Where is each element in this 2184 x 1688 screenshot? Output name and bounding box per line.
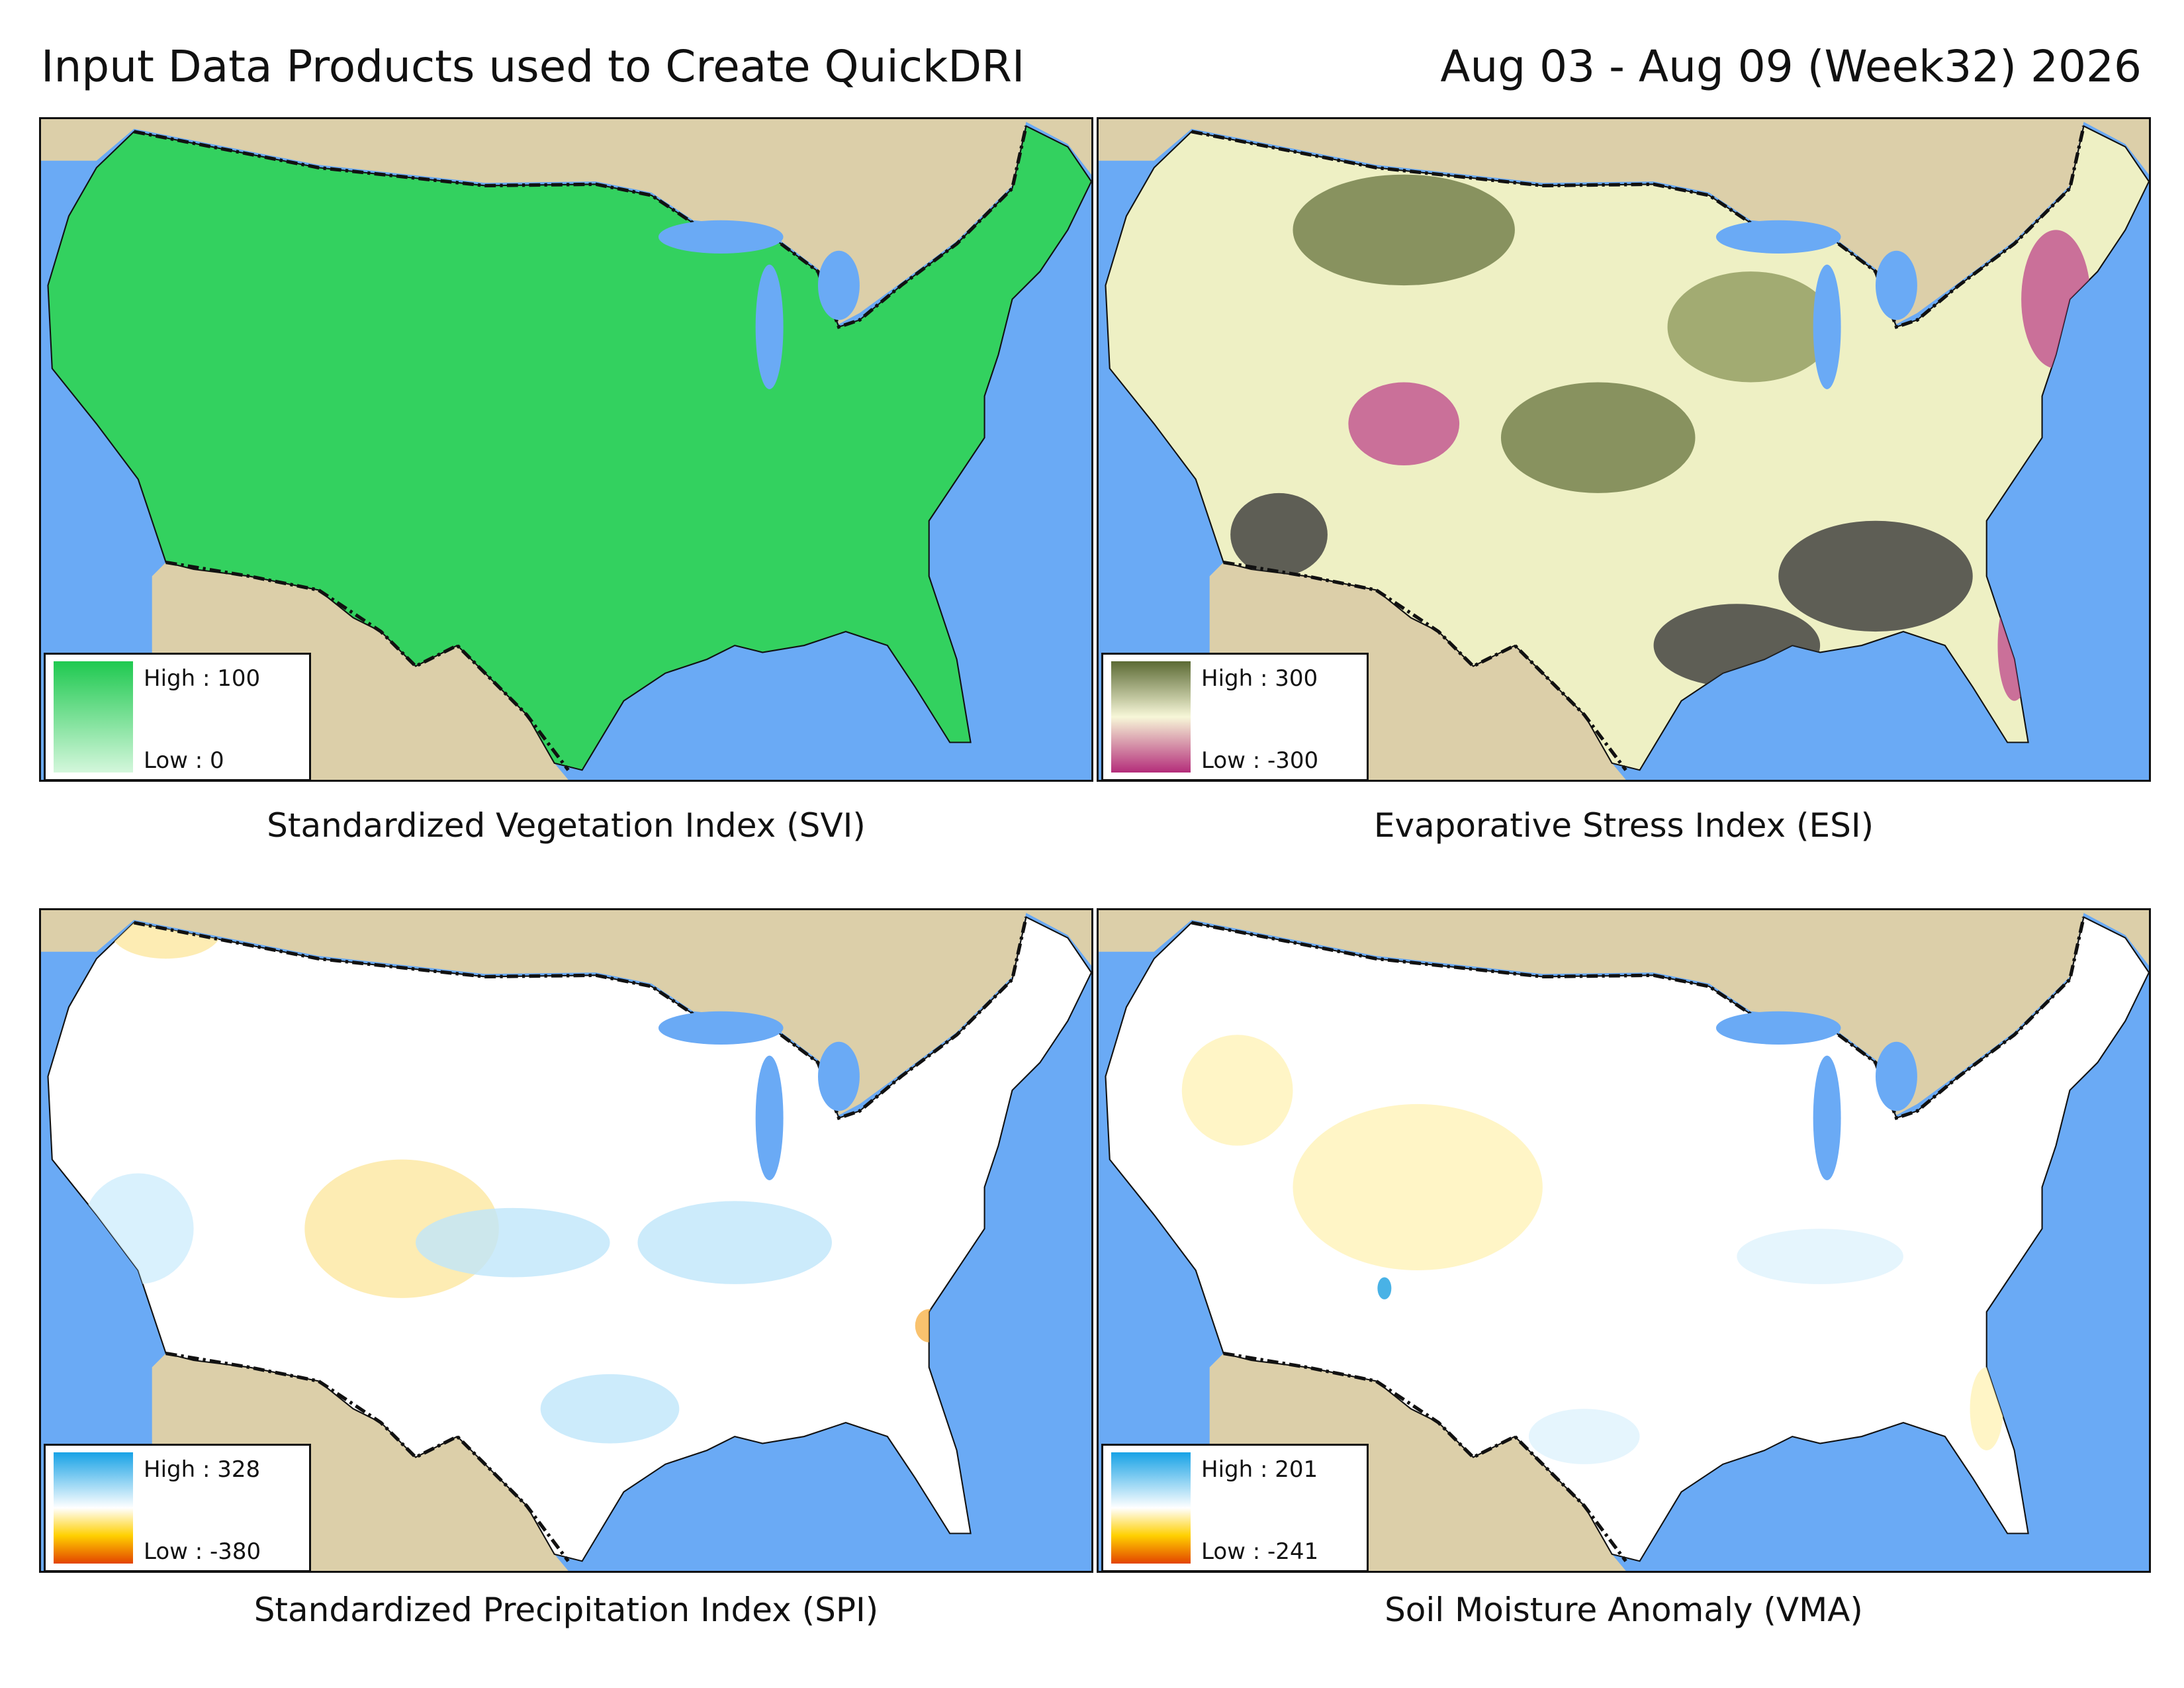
map-shading — [1500, 382, 1696, 493]
panel-caption: Standardized Precipitation Index (SPI) — [253, 1591, 879, 1629]
map-shading — [637, 1201, 832, 1284]
legend-ramp — [54, 661, 133, 773]
legend-low: Low : -241 — [1201, 1538, 1319, 1565]
legend: High : 201 Low : -241 — [1101, 1444, 1369, 1571]
legend-ramp — [1111, 1452, 1191, 1564]
border — [133, 125, 1028, 330]
panel-caption: Soil Moisture Anomaly (VMA) — [1385, 1591, 1863, 1629]
legend: High : 328 Low : -380 — [44, 1444, 311, 1571]
panel-caption: Standardized Vegetation Index (SVI) — [267, 806, 866, 845]
map-panel: High : 328 Low : -380 — [39, 908, 1093, 1573]
legend-high: High : 201 — [1201, 1456, 1318, 1483]
lake — [658, 220, 784, 254]
lake — [818, 250, 860, 320]
lake — [1813, 1055, 1841, 1180]
map-shading — [1667, 271, 1835, 383]
border — [133, 916, 1028, 1121]
legend-high: High : 100 — [144, 665, 261, 692]
date-range: Aug 03 - Aug 09 (Week32) 2026 — [1440, 41, 2142, 92]
map-shading — [1348, 382, 1460, 466]
border — [1191, 916, 2086, 1121]
map-shading — [1181, 1035, 1293, 1146]
legend-ramp — [54, 1452, 133, 1564]
map-shading — [416, 1207, 610, 1278]
map-shading — [1230, 492, 1328, 577]
map-shading — [1737, 1229, 1903, 1284]
legend-ramp — [1111, 661, 1191, 773]
lake — [755, 264, 784, 389]
border — [1223, 1351, 1627, 1562]
lake — [1813, 264, 1841, 389]
map-shading — [110, 917, 222, 959]
lake — [1715, 220, 1841, 254]
map-shading — [540, 1374, 680, 1444]
map-shading — [1528, 1409, 1640, 1464]
border — [165, 560, 570, 771]
page-title: Input Data Products used to Create Quick… — [41, 41, 1025, 92]
legend-low: Low : 0 — [144, 747, 224, 774]
border — [1223, 560, 1627, 771]
map-shading — [1293, 174, 1515, 286]
legend: High : 100 Low : 0 — [44, 653, 311, 780]
lake — [658, 1011, 784, 1045]
legend: High : 300 Low : -300 — [1101, 653, 1369, 780]
legend-high: High : 328 — [144, 1456, 261, 1483]
lake — [818, 1041, 860, 1111]
border — [1191, 125, 2086, 330]
map-shading — [1293, 1103, 1543, 1270]
panel-caption: Evaporative Stress Index (ESI) — [1373, 806, 1874, 845]
legend-high: High : 300 — [1201, 665, 1318, 692]
lake — [755, 1055, 784, 1180]
legend-low: Low : -300 — [1201, 747, 1319, 774]
map-panel: High : 201 Low : -241 — [1097, 908, 2151, 1573]
legend-low: Low : -380 — [144, 1538, 261, 1565]
map-panel: High : 300 Low : -300 — [1097, 117, 2151, 782]
lake — [1876, 1041, 1917, 1111]
map-shading — [1377, 1277, 1392, 1299]
lake — [1876, 250, 1917, 320]
map-panel: High : 100 Low : 0 — [39, 117, 1093, 782]
lake — [1715, 1011, 1841, 1045]
border — [165, 1351, 570, 1562]
map-shading — [1778, 520, 1973, 632]
